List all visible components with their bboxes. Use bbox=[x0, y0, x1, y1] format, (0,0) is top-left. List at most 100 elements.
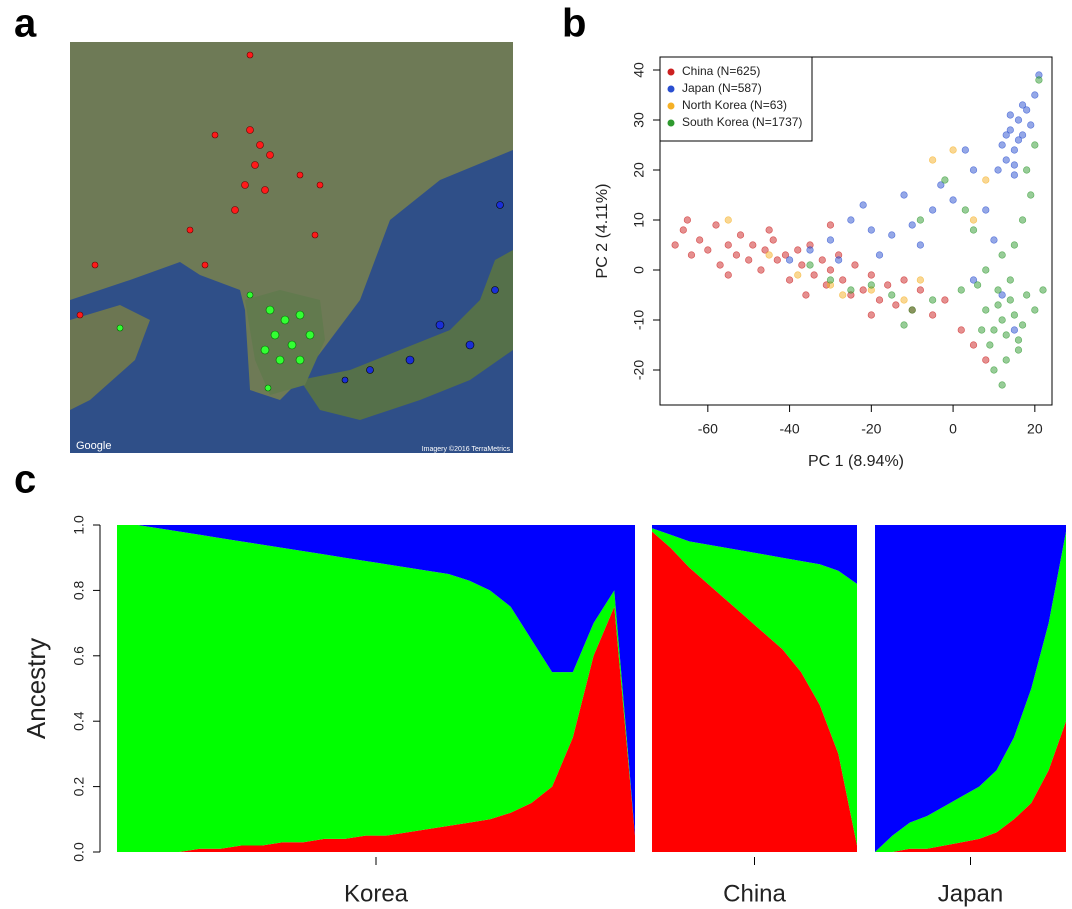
point bbox=[990, 366, 998, 374]
y-tick-label: 40 bbox=[631, 62, 647, 78]
point bbox=[1010, 171, 1018, 179]
point bbox=[802, 291, 810, 299]
point bbox=[1006, 111, 1014, 119]
point bbox=[969, 166, 978, 174]
legend-marker bbox=[667, 68, 675, 76]
ancestry-area bbox=[117, 606, 635, 852]
point bbox=[957, 286, 965, 294]
point bbox=[941, 176, 949, 184]
point bbox=[941, 296, 949, 304]
point bbox=[687, 251, 696, 259]
y-tick-label: -20 bbox=[631, 360, 647, 380]
legend-marker bbox=[667, 102, 675, 110]
point bbox=[1023, 166, 1031, 174]
point bbox=[929, 311, 937, 319]
point bbox=[1010, 311, 1018, 319]
x-tick-label: 20 bbox=[1027, 421, 1043, 437]
point bbox=[859, 286, 867, 294]
point bbox=[724, 241, 732, 249]
panel-label: c bbox=[14, 458, 36, 502]
point bbox=[1006, 126, 1014, 134]
point bbox=[916, 276, 924, 284]
y-tick-label: -10 bbox=[631, 310, 647, 330]
point bbox=[982, 356, 990, 364]
point bbox=[1027, 121, 1035, 129]
point bbox=[826, 236, 835, 244]
point bbox=[859, 201, 867, 209]
point bbox=[851, 261, 859, 269]
point bbox=[900, 296, 908, 304]
x-axis-label: PC 1 (8.94%) bbox=[808, 453, 904, 470]
point bbox=[794, 271, 802, 279]
point bbox=[916, 216, 924, 224]
y-tick-label: 0.2 bbox=[71, 777, 87, 797]
point bbox=[847, 286, 855, 294]
point bbox=[1031, 306, 1039, 314]
point bbox=[839, 276, 847, 284]
point bbox=[1010, 146, 1018, 154]
point bbox=[1006, 276, 1014, 284]
point bbox=[839, 291, 847, 299]
point bbox=[835, 256, 843, 264]
point bbox=[1014, 116, 1023, 124]
legend-label: Japan (N=587) bbox=[682, 81, 762, 95]
panel-label: b bbox=[562, 2, 586, 46]
point bbox=[892, 301, 900, 309]
y-axis-label: Ancestry bbox=[21, 638, 51, 739]
point bbox=[990, 236, 998, 244]
y-axis-label: PC 2 (4.11%) bbox=[594, 184, 611, 279]
point bbox=[884, 281, 892, 289]
legend-marker bbox=[667, 85, 675, 93]
point bbox=[867, 271, 875, 279]
y-tick-label: 0.6 bbox=[71, 646, 87, 666]
point bbox=[900, 321, 908, 329]
ancestry-area bbox=[875, 531, 1066, 852]
map-attribution: Google bbox=[76, 440, 111, 452]
point bbox=[749, 241, 757, 249]
point bbox=[826, 221, 835, 229]
point bbox=[961, 146, 969, 154]
point bbox=[998, 251, 1006, 259]
point bbox=[757, 266, 765, 274]
point bbox=[1023, 291, 1031, 299]
point bbox=[888, 291, 896, 299]
y-tick-label: 0 bbox=[631, 266, 647, 274]
point bbox=[671, 241, 679, 249]
point bbox=[732, 251, 741, 259]
point bbox=[712, 221, 720, 229]
plot-frame bbox=[659, 56, 1053, 406]
point bbox=[998, 291, 1006, 299]
point bbox=[761, 246, 769, 254]
y-tick-label: 30 bbox=[631, 112, 647, 128]
point bbox=[900, 191, 908, 199]
point bbox=[1010, 241, 1018, 249]
legend-label: South Korea (N=1737) bbox=[682, 115, 802, 129]
point bbox=[949, 196, 957, 204]
point bbox=[724, 271, 732, 279]
point bbox=[1002, 331, 1010, 339]
point bbox=[773, 256, 781, 264]
point bbox=[888, 231, 896, 239]
point bbox=[982, 306, 990, 314]
group-label: Japan bbox=[938, 880, 1003, 907]
point bbox=[1014, 346, 1023, 354]
point bbox=[875, 296, 884, 304]
ancestry-area bbox=[875, 721, 1066, 852]
point bbox=[929, 296, 937, 304]
ancestry-area bbox=[117, 525, 635, 836]
point bbox=[969, 216, 978, 224]
point bbox=[1039, 286, 1047, 294]
point bbox=[781, 251, 790, 259]
point bbox=[1035, 76, 1043, 84]
point bbox=[826, 266, 835, 274]
point bbox=[683, 216, 691, 224]
point bbox=[994, 166, 1002, 174]
group-label: China bbox=[723, 880, 786, 907]
point bbox=[806, 261, 814, 269]
point bbox=[724, 216, 732, 224]
point bbox=[785, 256, 794, 264]
point bbox=[1014, 336, 1023, 344]
ancestry-area bbox=[117, 525, 635, 852]
point bbox=[867, 281, 875, 289]
